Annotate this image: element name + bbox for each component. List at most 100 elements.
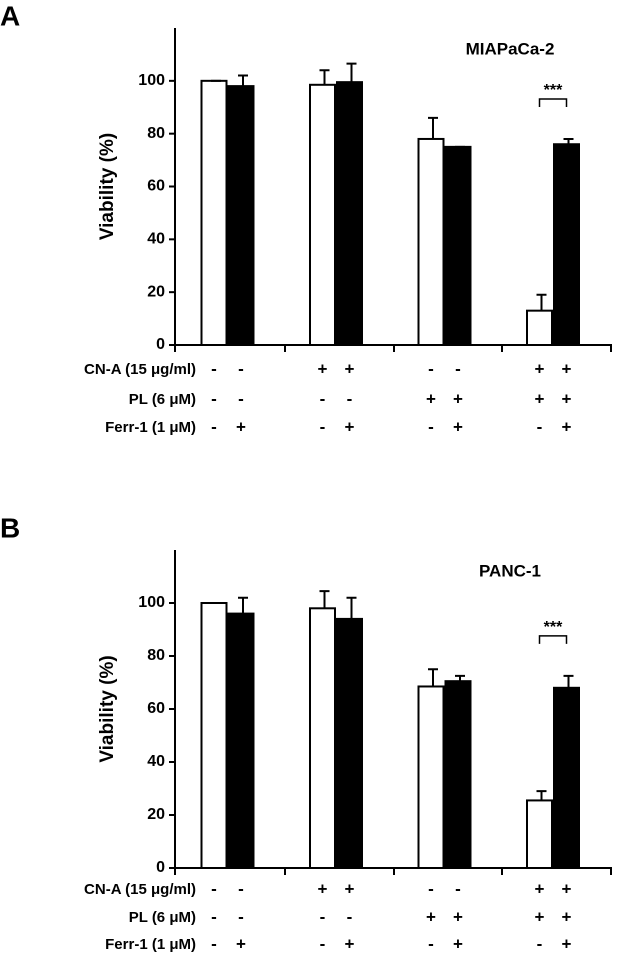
condition-label: CN-A (15 μg/ml) [84,361,196,378]
condition-sign: + [318,359,328,378]
error-bar [428,116,438,139]
panel-letter: A [0,0,20,31]
condition-sign: - [428,359,434,378]
condition-sign: + [318,879,328,898]
bar [200,79,228,346]
y-tick-label: 20 [147,283,165,300]
condition-sign: + [345,359,355,378]
y-tick-label: 100 [138,594,165,611]
bar [417,137,445,346]
bar [553,143,580,346]
significance-label: *** [544,619,563,636]
error-bar [536,293,547,311]
condition-sign: - [320,907,326,926]
condition-sign: + [345,417,355,436]
condition-sign: - [211,389,217,408]
y-tick-label: 40 [147,231,165,248]
error-bar [238,74,248,87]
condition-label: Ferr-1 (1 μM) [105,936,196,953]
condition-sign: - [455,359,461,378]
error-bar [238,596,248,614]
condition-sign: - [211,907,217,926]
condition-sign: + [453,907,463,926]
condition-sign: + [453,934,463,953]
condition-sign: - [428,934,434,953]
y-tick-label: 20 [147,806,165,823]
condition-sign: - [320,934,326,953]
condition-sign: - [537,934,543,953]
error-bar [455,674,465,682]
condition-sign: + [562,359,572,378]
condition-sign: - [238,907,244,926]
condition-sign: - [428,417,434,436]
significance-label: *** [544,82,563,99]
y-tick-label: 100 [138,72,165,89]
error-bar [319,590,330,609]
y-tick-label: 0 [156,859,165,876]
y-tick-label: 0 [156,336,165,353]
condition-sign: + [562,879,572,898]
y-axis-label: Viability (%) [97,655,118,762]
condition-sign: - [320,389,326,408]
error-bar [346,596,357,619]
bar [444,145,472,346]
bar [227,85,255,346]
condition-sign: - [211,417,217,436]
condition-sign: + [535,907,545,926]
condition-sign: + [562,389,572,408]
bar [336,617,363,870]
condition-sign: - [211,359,217,378]
condition-sign: + [562,417,572,436]
condition-label: PL (6 μM) [129,909,196,926]
condition-sign: + [562,907,572,926]
bar [526,799,553,869]
condition-label: PL (6 μM) [129,391,196,408]
condition-label: CN-A (15 μg/ml) [84,881,196,898]
condition-sign: + [535,879,545,898]
condition-sign: - [238,389,244,408]
y-tick-label: 60 [147,700,165,717]
condition-sign: - [537,417,543,436]
error-bar [428,668,438,687]
condition-sign: + [236,417,246,436]
error-bar [563,674,574,688]
condition-sign: + [345,934,355,953]
condition-sign: - [428,879,434,898]
condition-sign: + [562,934,572,953]
condition-sign: + [345,879,355,898]
y-axis-label: Viability (%) [97,133,118,240]
condition-sign: + [426,389,436,408]
y-tick-label: 80 [147,125,165,142]
error-bar [563,137,574,145]
condition-sign: + [453,389,463,408]
bar [553,686,580,869]
condition-sign: - [211,934,217,953]
significance-bracket [538,98,568,107]
condition-sign: - [238,879,244,898]
panel-letter: B [0,512,20,543]
condition-sign: - [455,879,461,898]
y-tick-label: 40 [147,753,165,770]
bar [417,685,445,869]
y-tick-label: 60 [147,178,165,195]
condition-sign: - [238,359,244,378]
condition-sign: + [426,907,436,926]
bar [200,602,228,869]
bar [227,612,255,869]
bar [526,309,553,346]
condition-sign: + [535,359,545,378]
condition-label: Ferr-1 (1 μM) [105,419,196,436]
bar [336,81,363,346]
bar [309,83,336,346]
error-bar [536,790,547,801]
condition-sign: + [535,389,545,408]
bar [309,607,336,869]
error-bar [319,69,330,85]
bar [444,680,472,869]
condition-sign: + [453,417,463,436]
y-tick-label: 80 [147,647,165,664]
error-bar [346,62,357,83]
chart-title: PANC-1 [479,561,541,580]
condition-sign: - [320,417,326,436]
